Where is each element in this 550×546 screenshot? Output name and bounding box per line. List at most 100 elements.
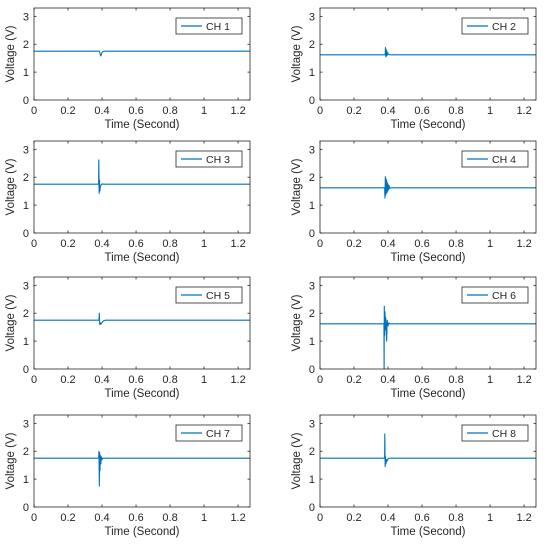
x-axis-label: Time (Second) [391, 526, 466, 538]
axes-box [319, 276, 537, 370]
series-line-ch7 [34, 450, 250, 487]
axes-box [33, 7, 251, 101]
x-tick-label: 0.6 [414, 238, 429, 250]
y-tick-label: 3 [309, 280, 315, 292]
legend-box [175, 424, 243, 442]
x-tick-label: 0 [31, 374, 37, 386]
x-tick-label: 0.8 [448, 512, 463, 524]
chart-panel-7: 0 0.2 0.4 0.6 0.8 1 1.2 0 1 2 3 Time (Second) Voltag… [5, 414, 251, 538]
legend-label: CH 2 [492, 21, 516, 33]
x-tick-label: 0 [317, 105, 323, 117]
y-tick-label: 2 [23, 446, 29, 458]
x-tick-label: 0 [31, 512, 37, 524]
chart-panel-6: 0 0.2 0.4 0.6 0.8 1 1.2 0 1 2 3 Time (Second) Voltag… [291, 276, 537, 400]
y-tick-label: 3 [23, 144, 29, 156]
legend: CH 2 [461, 17, 529, 35]
x-tick-label: 0.2 [60, 105, 75, 117]
chart-panel-2: 0 0.2 0.4 0.6 0.8 1 1.2 0 1 2 3 Time (Second) Voltag… [291, 7, 537, 131]
x-tick-label: 0.8 [162, 238, 177, 250]
x-tick-label: 0.6 [128, 105, 143, 117]
y-axis-label: Voltage (V) [5, 432, 17, 489]
chart-panel-5: 0 0.2 0.4 0.6 0.8 1 1.2 0 1 2 3 Time (Second) Voltag… [5, 276, 251, 400]
legend-box [461, 286, 529, 304]
series-line-ch3 [34, 159, 250, 194]
x-tick-label: 0.2 [346, 238, 361, 250]
y-tick-label: 3 [309, 144, 315, 156]
legend-box [461, 150, 529, 168]
legend-label: CH 7 [206, 428, 230, 440]
x-tick-label: 0.8 [448, 105, 463, 117]
x-axis-label: Time (Second) [105, 252, 180, 264]
axes-box [319, 414, 537, 508]
legend-box [461, 17, 529, 35]
y-tick-label: 3 [309, 418, 315, 430]
y-tick-label: 0 [309, 95, 315, 107]
y-tick-label: 0 [309, 364, 315, 376]
x-axis-label: Time (Second) [105, 388, 180, 400]
x-tick-label: 1 [201, 238, 207, 250]
x-tick-label: 0.6 [414, 105, 429, 117]
x-tick-label: 0.6 [128, 374, 143, 386]
x-tick-label: 1 [201, 512, 207, 524]
axes-box [319, 7, 537, 101]
x-tick-label: 1.2 [516, 374, 531, 386]
x-tick-label: 1 [487, 105, 493, 117]
legend: CH 7 [175, 424, 243, 442]
x-tick-label: 0.4 [94, 238, 109, 250]
y-axis-label: Voltage (V) [291, 158, 303, 215]
x-tick-label: 0.8 [162, 105, 177, 117]
y-tick-label: 2 [309, 308, 315, 320]
y-axis-label: Voltage (V) [291, 25, 303, 82]
series-line-ch6 [320, 305, 536, 370]
x-tick-label: 1.2 [516, 238, 531, 250]
chart-panel-8: 0 0.2 0.4 0.6 0.8 1 1.2 0 1 2 3 Time (Second) Voltag… [291, 414, 537, 538]
chart-panel-4: 0 0.2 0.4 0.6 0.8 1 1.2 0 1 2 3 Time (Second) Voltag… [291, 140, 537, 264]
y-tick-label: 3 [23, 418, 29, 430]
x-tick-label: 0.2 [60, 512, 75, 524]
x-tick-label: 1 [487, 238, 493, 250]
x-tick-label: 1.2 [230, 512, 245, 524]
x-tick-label: 0.8 [162, 512, 177, 524]
y-tick-label: 0 [23, 364, 29, 376]
x-tick-label: 0 [31, 238, 37, 250]
y-tick-label: 2 [23, 172, 29, 184]
y-tick-label: 2 [309, 39, 315, 51]
x-tick-label: 0.4 [94, 512, 109, 524]
y-axis-label: Voltage (V) [5, 294, 17, 351]
y-tick-label: 0 [23, 502, 29, 514]
y-tick-label: 0 [23, 95, 29, 107]
legend-box [175, 17, 243, 35]
legend: CH 3 [175, 150, 243, 168]
legend-label: CH 3 [206, 154, 230, 166]
chart-panel-3: 0 0.2 0.4 0.6 0.8 1 1.2 0 1 2 3 Time (Second) Voltag… [5, 140, 251, 264]
y-tick-label: 0 [23, 228, 29, 240]
x-tick-label: 0.6 [128, 238, 143, 250]
x-tick-label: 1.2 [230, 374, 245, 386]
x-tick-label: 0.2 [346, 105, 361, 117]
legend: CH 5 [175, 286, 243, 304]
series-line-ch4 [320, 176, 536, 199]
x-tick-label: 0.4 [94, 374, 109, 386]
x-tick-label: 1 [487, 512, 493, 524]
x-tick-label: 0 [317, 512, 323, 524]
x-tick-label: 0.2 [60, 374, 75, 386]
y-tick-label: 1 [23, 67, 29, 79]
legend-label: CH 8 [492, 428, 516, 440]
legend-label: CH 1 [206, 21, 230, 33]
y-axis-label: Voltage (V) [291, 432, 303, 489]
y-tick-label: 1 [309, 200, 315, 212]
y-tick-label: 1 [23, 336, 29, 348]
axes-box [319, 140, 537, 234]
x-tick-label: 0.4 [380, 512, 395, 524]
y-tick-label: 1 [23, 474, 29, 486]
y-tick-label: 1 [309, 474, 315, 486]
x-tick-label: 0.6 [414, 374, 429, 386]
x-tick-label: 1.2 [230, 105, 245, 117]
y-axis-label: Voltage (V) [5, 158, 17, 215]
legend: CH 4 [461, 150, 529, 168]
axes-box [33, 414, 251, 508]
x-tick-label: 0.6 [128, 512, 143, 524]
x-axis-label: Time (Second) [105, 119, 180, 131]
x-tick-label: 0.6 [414, 512, 429, 524]
